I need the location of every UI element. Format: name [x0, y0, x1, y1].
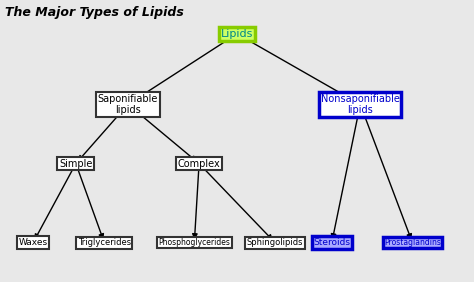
- Text: The Major Types of Lipids: The Major Types of Lipids: [5, 6, 183, 19]
- Text: Prostaglandins: Prostaglandins: [384, 238, 441, 247]
- Text: Nonsaponifiable
lipids: Nonsaponifiable lipids: [321, 94, 400, 115]
- Text: Triglycerides: Triglycerides: [78, 238, 131, 247]
- Text: Simple: Simple: [59, 158, 92, 169]
- Text: Phosphoglycerides: Phosphoglycerides: [158, 238, 230, 247]
- Text: Waxes: Waxes: [18, 238, 48, 247]
- Text: Sphingolipids: Sphingolipids: [246, 238, 303, 247]
- Text: Lipids: Lipids: [221, 29, 253, 39]
- Text: Saponifiable
lipids: Saponifiable lipids: [98, 94, 158, 115]
- Text: Steroids: Steroids: [313, 238, 350, 247]
- Text: Complex: Complex: [178, 158, 220, 169]
